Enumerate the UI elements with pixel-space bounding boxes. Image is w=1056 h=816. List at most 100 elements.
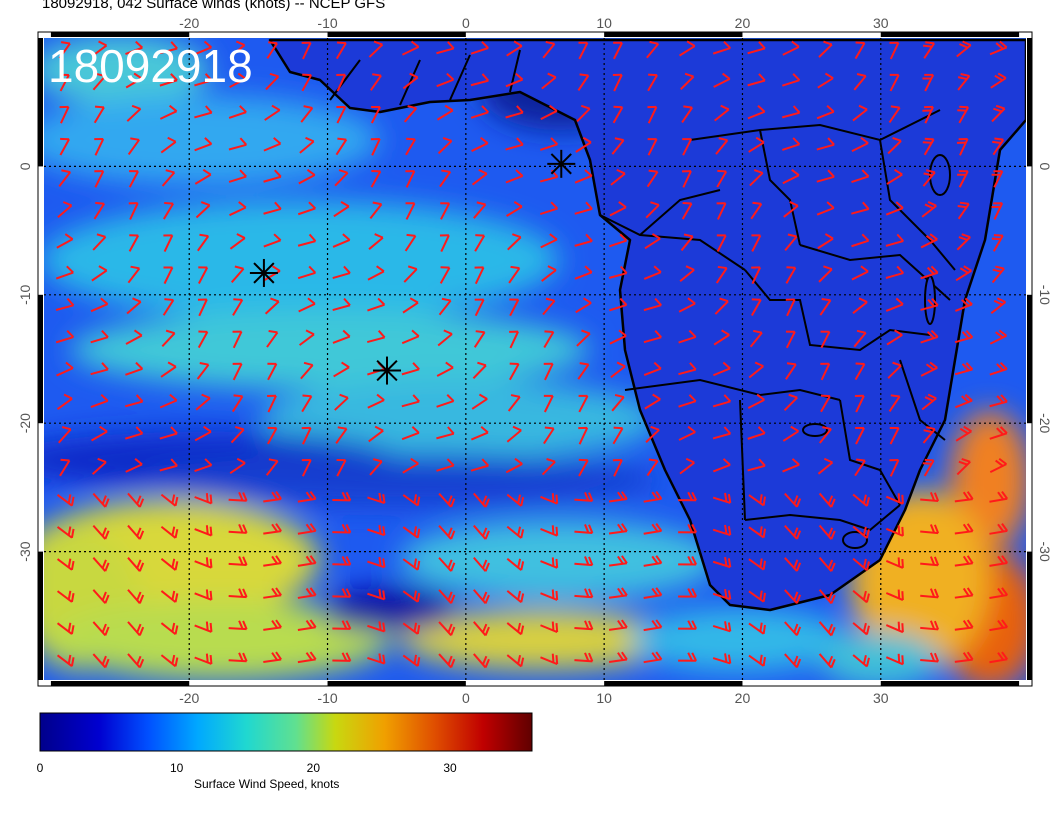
wind-barb <box>574 524 594 534</box>
wind-barb <box>229 72 247 89</box>
wind-barb <box>647 73 658 92</box>
wind-barb <box>56 590 75 603</box>
wind-barb <box>438 557 456 572</box>
wind-barb <box>368 233 384 250</box>
wind-barb <box>59 105 70 124</box>
wind-barb <box>332 523 352 534</box>
wind-barb <box>647 138 658 156</box>
wind-barb <box>748 136 765 153</box>
frame-bar-left <box>38 294 43 424</box>
wind-barb <box>712 394 732 408</box>
wind-barb <box>402 558 421 571</box>
wind-barb <box>852 557 870 571</box>
wind-barb <box>401 329 420 345</box>
wind-barb <box>682 170 692 188</box>
wind-barb <box>90 329 109 344</box>
lat-tick-label-left: -30 <box>17 541 33 561</box>
wind-barb <box>574 169 593 184</box>
wind-barb <box>160 493 179 507</box>
wind-barb <box>59 458 71 477</box>
wind-barb <box>748 654 766 667</box>
wind-barb <box>608 619 628 631</box>
wind-barb <box>678 394 697 408</box>
wind-barb <box>90 297 109 313</box>
wind-barb <box>920 361 938 377</box>
wind-barb <box>402 297 419 314</box>
wind-barb <box>748 558 766 571</box>
wind-barb <box>505 105 524 119</box>
wind-barb <box>160 558 179 571</box>
wind-barb <box>228 169 247 183</box>
wind-barb <box>889 426 900 445</box>
wind-barb <box>336 459 347 477</box>
wind-barb <box>643 523 663 535</box>
wind-barb <box>159 41 178 55</box>
frame-bar-right <box>1027 551 1032 680</box>
wind-barb <box>92 589 110 604</box>
wind-barb <box>160 136 177 154</box>
wind-barb <box>402 457 419 474</box>
wind-barb <box>403 265 418 283</box>
wind-barb <box>196 362 210 380</box>
wind-barb <box>716 234 727 252</box>
wind-barb <box>159 426 178 440</box>
wind-barb <box>297 490 317 503</box>
wind-barb <box>782 40 800 56</box>
wind-barb <box>712 589 732 601</box>
wind-barb <box>921 393 937 411</box>
wind-barb <box>886 329 903 346</box>
wind-barb <box>715 265 728 284</box>
wind-barb <box>301 41 312 60</box>
wind-barb <box>128 234 140 252</box>
wind-barb <box>473 201 487 219</box>
wind-barb <box>335 137 348 156</box>
wind-barb <box>782 458 800 473</box>
wind-barb <box>611 137 625 155</box>
wind-barb <box>955 393 973 409</box>
wind-barb <box>954 587 974 599</box>
wind-barb <box>298 297 316 313</box>
wind-barb <box>889 73 900 92</box>
wind-barb <box>920 556 940 567</box>
wind-barb <box>542 297 556 316</box>
wind-barb <box>785 266 797 284</box>
wind-barb <box>781 105 801 119</box>
wind-barb <box>647 105 658 124</box>
wind-barb <box>436 458 455 472</box>
wind-barb <box>784 557 802 572</box>
wind-barb <box>159 104 178 120</box>
lon-tick-label-top: 30 <box>873 15 889 31</box>
wind-barb <box>920 233 938 249</box>
frame-bar-bottom <box>327 681 466 686</box>
wind-barb <box>922 73 935 92</box>
wind-barb <box>127 137 140 156</box>
wind-barb <box>991 104 1006 123</box>
wind-barb <box>127 653 145 669</box>
wind-barb <box>816 201 835 216</box>
wind-barb <box>509 362 520 381</box>
wind-barb <box>367 265 385 281</box>
wind-barb <box>646 40 660 59</box>
wind-barb <box>574 620 594 631</box>
wind-barb <box>265 72 280 91</box>
frame-bar-bottom <box>604 681 743 686</box>
wind-barb <box>818 621 836 637</box>
wind-barb <box>229 201 247 217</box>
wind-barb <box>402 622 421 635</box>
wind-barb <box>334 393 349 411</box>
wind-barb <box>402 590 421 603</box>
wind-barb <box>505 169 524 184</box>
wind-barb <box>888 105 901 124</box>
wind-barb <box>370 137 381 156</box>
wind-barb <box>197 298 208 317</box>
wind-barb <box>681 202 693 220</box>
wind-barb <box>228 620 248 631</box>
wind-barb <box>297 523 317 535</box>
wind-barb <box>954 619 974 631</box>
wind-barb <box>817 72 834 89</box>
wind-barb <box>784 233 798 252</box>
wind-barb <box>195 393 211 411</box>
wind-barb <box>506 557 525 571</box>
wind-barb <box>749 329 763 348</box>
wind-barb <box>643 330 662 344</box>
